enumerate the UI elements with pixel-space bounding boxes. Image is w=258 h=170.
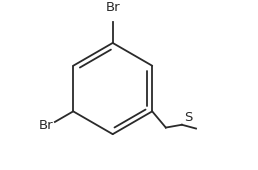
Text: Br: Br [106, 1, 121, 14]
Text: S: S [184, 110, 193, 124]
Text: Br: Br [39, 119, 54, 132]
